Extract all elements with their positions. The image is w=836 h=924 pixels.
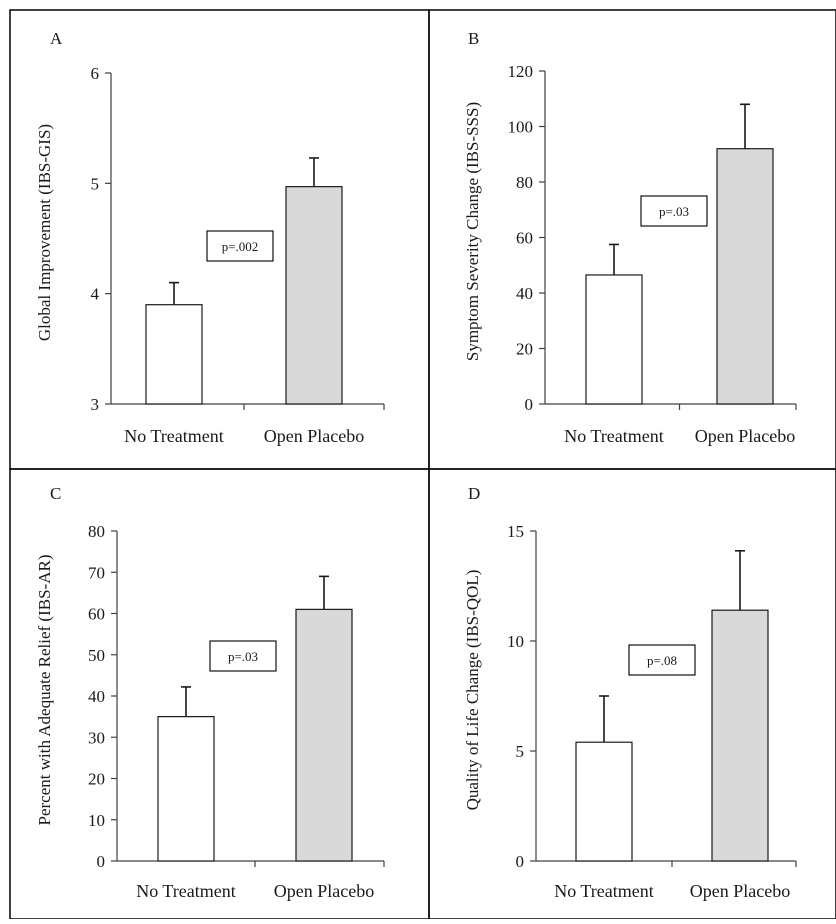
y-tick-label: 60 [516,229,533,248]
y-tick-label: 30 [88,728,105,747]
p-value-text: p=.08 [647,653,677,668]
panel-d-label: D [468,484,480,503]
y-tick-label: 5 [91,174,100,193]
y-tick-label: 120 [508,62,534,81]
panel-a: A 3 4 5 6 No Treatment Open Placebo Global Impr… [9,9,430,470]
x-category-label: Open Placebo [695,426,795,446]
y-tick-label: 40 [516,284,533,303]
y-tick-label: 60 [88,605,105,624]
p-value-box [628,644,696,676]
p-value-box [640,195,708,227]
y-axis-title: Global Improvement (IBS-GIS) [35,124,54,341]
panel-c-label: C [50,484,61,503]
bar-no-treatment [585,274,643,405]
bar-open-placebo [711,609,769,862]
y-tick-label: 0 [516,852,525,871]
panel-b: B 0 20 40 60 80 100 120 No Treatment Open Placebo… [428,9,836,470]
y-tick-label: 80 [88,522,105,541]
y-tick-label: 20 [88,770,105,789]
y-tick-label: 10 [507,632,524,651]
x-category-label: No Treatment [554,881,654,901]
x-category-label: Open Placebo [690,881,790,901]
x-category-label: No Treatment [124,426,224,446]
y-tick-label: 40 [88,687,105,706]
y-tick-label: 80 [516,173,533,192]
panel-a-label: A [50,29,63,48]
p-value-text: p=.002 [222,239,259,254]
y-tick-label: 3 [91,395,100,414]
bar-no-treatment [145,304,203,405]
y-tick-label: 50 [88,646,105,665]
y-tick-label: 5 [516,742,525,761]
panel-b-label: B [468,29,479,48]
y-tick-label: 70 [88,563,105,582]
y-axis-title: Symptom Severity Change (IBS-SSS) [463,102,482,361]
y-tick-label: 0 [525,395,534,414]
p-value-box [209,640,277,672]
p-value-text: p=.03 [659,204,689,219]
panel-c-border [9,468,430,920]
y-tick-label: 0 [97,852,106,871]
panel-c: C 0 10 20 30 40 50 60 70 80 No Treatment Open Place… [9,468,430,920]
bar-no-treatment [157,716,215,862]
p-value-box [206,230,274,262]
y-tick-label: 6 [91,64,100,83]
x-category-label: No Treatment [136,881,236,901]
y-tick-label: 10 [88,811,105,830]
x-category-label: Open Placebo [274,881,374,901]
bar-open-placebo [285,186,343,405]
panel-d: D 0 5 10 15 No Treatment Open Placebo Quality o… [428,468,836,920]
y-tick-label: 4 [91,285,100,304]
x-category-label: Open Placebo [264,426,364,446]
bar-open-placebo [295,608,353,862]
p-value-text: p=.03 [228,649,258,664]
bar-open-placebo [716,148,774,405]
y-axis-title: Percent with Adequate Relief (IBS-AR) [35,555,54,826]
bar-no-treatment [575,741,633,862]
y-tick-label: 15 [507,522,524,541]
y-axis-title: Quality of Life Change (IBS-QOL) [463,570,482,811]
y-tick-label: 20 [516,340,533,359]
x-category-label: No Treatment [564,426,664,446]
y-tick-label: 100 [508,118,534,137]
